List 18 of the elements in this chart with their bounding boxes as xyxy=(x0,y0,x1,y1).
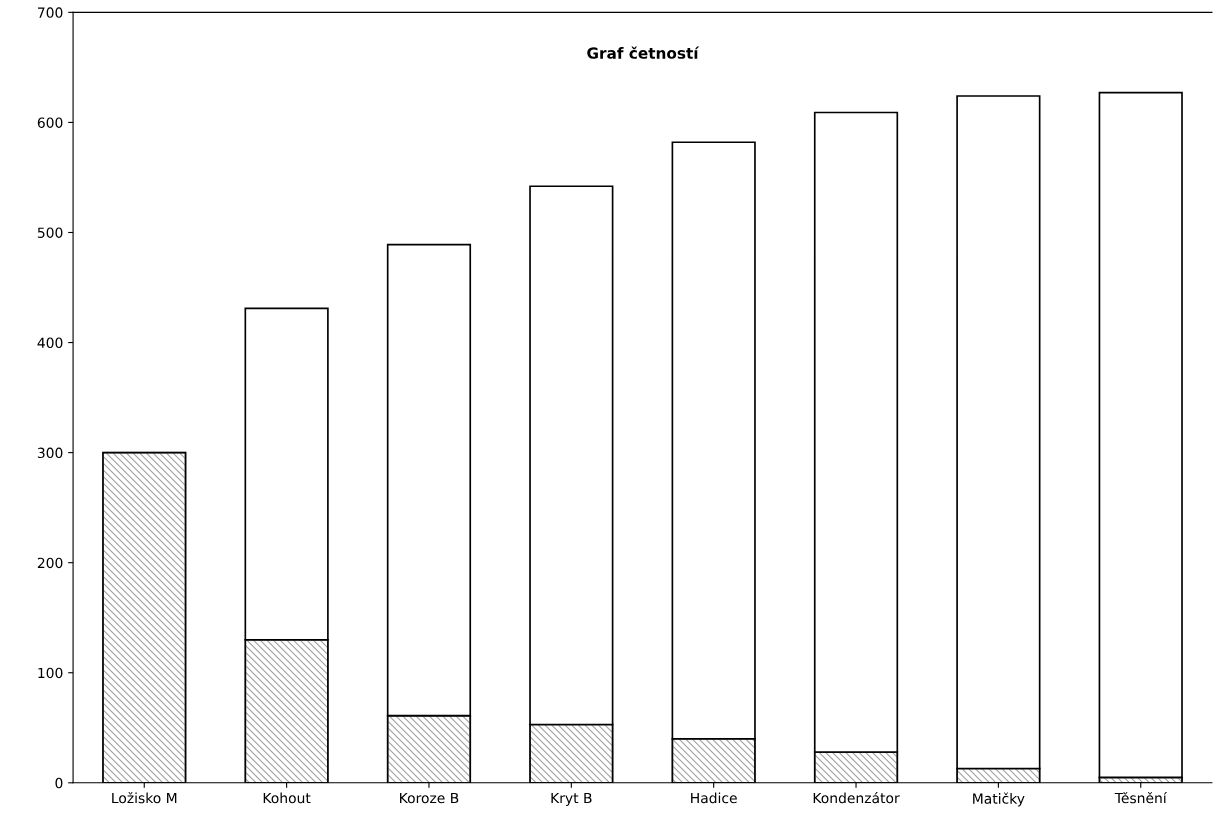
x-tick-label: Těsnění xyxy=(1114,791,1168,804)
x-tick-label: Hadice xyxy=(691,792,737,804)
x-tick-label: Kryt B xyxy=(551,792,592,806)
x-tick-label: Kohout xyxy=(263,792,311,804)
x-tick-label: Kondenzátor xyxy=(813,791,900,804)
y-tick-label: 100 xyxy=(38,667,63,679)
y-tick-label: 700 xyxy=(37,7,63,18)
text: Graf četností xyxy=(587,46,700,59)
y-tick-label: 500 xyxy=(37,227,63,238)
x-tick-label: Koroze B xyxy=(400,792,459,804)
x-tick-label: Matičky xyxy=(973,792,1025,807)
y-tick-label: 600 xyxy=(37,117,63,128)
y-tick-label: 300 xyxy=(37,447,63,459)
y-tick-label: 0 xyxy=(55,777,63,789)
y-tick-label: 400 xyxy=(37,337,63,349)
y-tick-label: 200 xyxy=(37,557,63,569)
x-tick-label: Ložisko M xyxy=(112,791,177,804)
bar xyxy=(1098,91,1183,779)
